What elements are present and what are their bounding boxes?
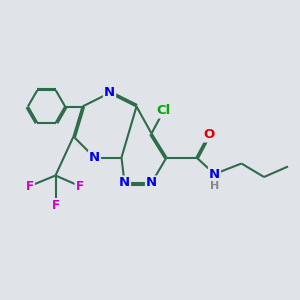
Text: Cl: Cl bbox=[156, 104, 171, 118]
Text: F: F bbox=[76, 179, 83, 193]
Text: H: H bbox=[210, 181, 219, 191]
Text: N: N bbox=[146, 176, 157, 190]
Text: F: F bbox=[52, 199, 59, 212]
Text: N: N bbox=[89, 151, 100, 164]
Text: N: N bbox=[209, 167, 220, 181]
Text: F: F bbox=[26, 179, 34, 193]
Text: N: N bbox=[119, 176, 130, 190]
Text: N: N bbox=[104, 86, 115, 100]
Text: O: O bbox=[203, 128, 214, 142]
